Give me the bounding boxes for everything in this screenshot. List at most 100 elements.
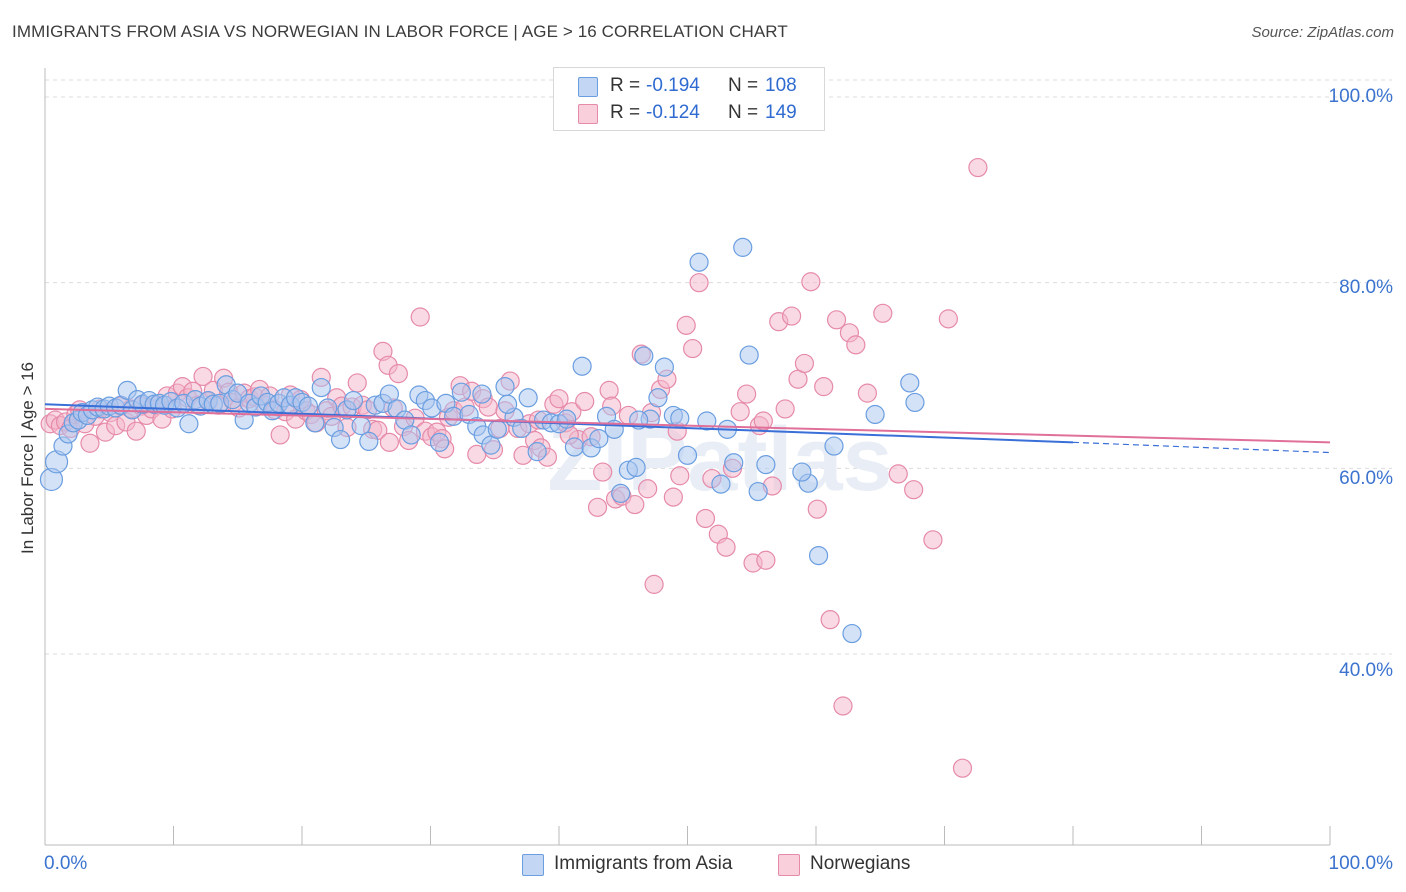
- norwegian-point: [347, 373, 367, 393]
- norwegian-point: [670, 466, 690, 486]
- norwegian-point: [820, 610, 840, 630]
- y-axis-label: In Labor Force | Age > 16: [18, 361, 37, 555]
- y-tick-label-80: 80.0%: [1339, 277, 1393, 298]
- asia-point: [343, 390, 363, 411]
- asia-point: [739, 345, 759, 365]
- norwegian-point: [388, 364, 408, 384]
- trend-lines: [44, 403, 1331, 454]
- norwegian-point: [968, 157, 988, 178]
- asia-point: [654, 357, 674, 377]
- chart-source: Source: ZipAtlas.com: [1251, 24, 1394, 41]
- series-label-asia: Immigrants from Asia: [554, 853, 733, 874]
- norwegian-point: [599, 380, 619, 400]
- norwegian-point: [126, 421, 146, 441]
- asia-point: [311, 377, 331, 398]
- asia-point: [626, 457, 646, 478]
- norwegian-point: [775, 399, 795, 419]
- legend-n-label: N =: [728, 75, 759, 96]
- asia-point: [330, 429, 351, 450]
- norwegian-point: [80, 433, 100, 453]
- legend-r-value: -0.194: [646, 75, 700, 96]
- y-tick-label-100: 100.0%: [1328, 86, 1393, 107]
- asia-point: [611, 483, 631, 503]
- asia-point: [557, 409, 577, 429]
- norwegian-point: [593, 462, 613, 482]
- asia-point: [518, 388, 538, 408]
- series-swatch-asia: [522, 854, 544, 876]
- asia-point: [648, 388, 668, 408]
- series-label-norwegians: Norwegians: [810, 853, 911, 874]
- norwegian-point: [644, 574, 664, 594]
- asia-point: [498, 394, 518, 414]
- norwegian-point: [410, 307, 430, 327]
- legend-swatch-norwegians: [578, 104, 598, 124]
- asia-point: [512, 418, 532, 439]
- asia-point: [495, 377, 515, 397]
- asia-point: [824, 436, 844, 456]
- norwegian-point: [833, 696, 853, 716]
- norwegian-point: [888, 464, 908, 484]
- norwegian-point: [716, 537, 736, 557]
- axes: [44, 68, 1331, 846]
- norwegian-point: [857, 383, 878, 403]
- norwegian-point: [695, 508, 716, 529]
- asia-point: [905, 392, 925, 413]
- norwegian-point: [689, 273, 709, 293]
- norwegian-point: [873, 303, 893, 323]
- asia-points: [39, 237, 925, 644]
- grid-lines: [45, 79, 1392, 655]
- asia-trend-extension: [1072, 441, 1331, 454]
- norwegian-point: [801, 272, 821, 292]
- asia-point: [379, 384, 399, 404]
- legend-r-value: -0.124: [646, 102, 700, 123]
- asia-point: [359, 431, 379, 452]
- norwegian-point: [683, 338, 703, 359]
- x-axis-max-label: 100.0%: [1328, 853, 1393, 874]
- norwegian-point: [826, 310, 847, 330]
- norwegian-point: [625, 494, 645, 515]
- asia-point: [527, 442, 547, 462]
- asia-point: [451, 382, 471, 402]
- norwegian-point: [737, 384, 757, 404]
- norwegian-point: [663, 487, 683, 507]
- norwegian-point: [193, 366, 213, 387]
- norwegian-point: [781, 306, 802, 326]
- norwegian-point: [807, 499, 827, 519]
- legend-r-label: R =: [610, 102, 641, 123]
- asia-point: [900, 373, 920, 393]
- chart-title: IMMIGRANTS FROM ASIA VS NORWEGIAN IN LAB…: [12, 22, 788, 41]
- asia-point: [564, 437, 585, 457]
- asia-point: [865, 404, 885, 425]
- legend-n-value: 149: [765, 102, 797, 123]
- series-swatch-norwegians: [778, 854, 800, 876]
- norwegian-point: [846, 335, 866, 355]
- asia-point: [487, 419, 507, 439]
- x-axis-min-label: 0.0%: [44, 853, 88, 874]
- norwegian-point: [587, 497, 608, 517]
- norwegian-point: [923, 530, 943, 550]
- asia-point: [724, 453, 744, 473]
- asia-point: [808, 545, 829, 566]
- asia-point: [429, 432, 450, 452]
- norwegian-point: [549, 389, 569, 409]
- asia-point: [733, 237, 753, 257]
- norwegian-point: [730, 402, 750, 422]
- norwegian-point: [270, 425, 290, 445]
- norwegian-point: [676, 315, 696, 335]
- asia-point: [472, 384, 492, 404]
- asia-trend-line: [44, 403, 1074, 444]
- asia-point: [677, 445, 698, 465]
- asia-point: [179, 414, 199, 434]
- legend-r-label: R =: [610, 75, 641, 96]
- asia-point: [689, 252, 709, 272]
- norwegian-point: [756, 550, 776, 570]
- asia-point: [298, 396, 319, 416]
- asia-point: [634, 346, 654, 366]
- asia-point: [842, 623, 862, 644]
- asia-point: [792, 462, 812, 482]
- norwegian-point: [904, 480, 924, 500]
- norwegian-point: [379, 432, 399, 452]
- norwegian-point: [814, 377, 834, 397]
- legend-n-value: 108: [765, 75, 797, 96]
- norwegian-point: [952, 758, 973, 778]
